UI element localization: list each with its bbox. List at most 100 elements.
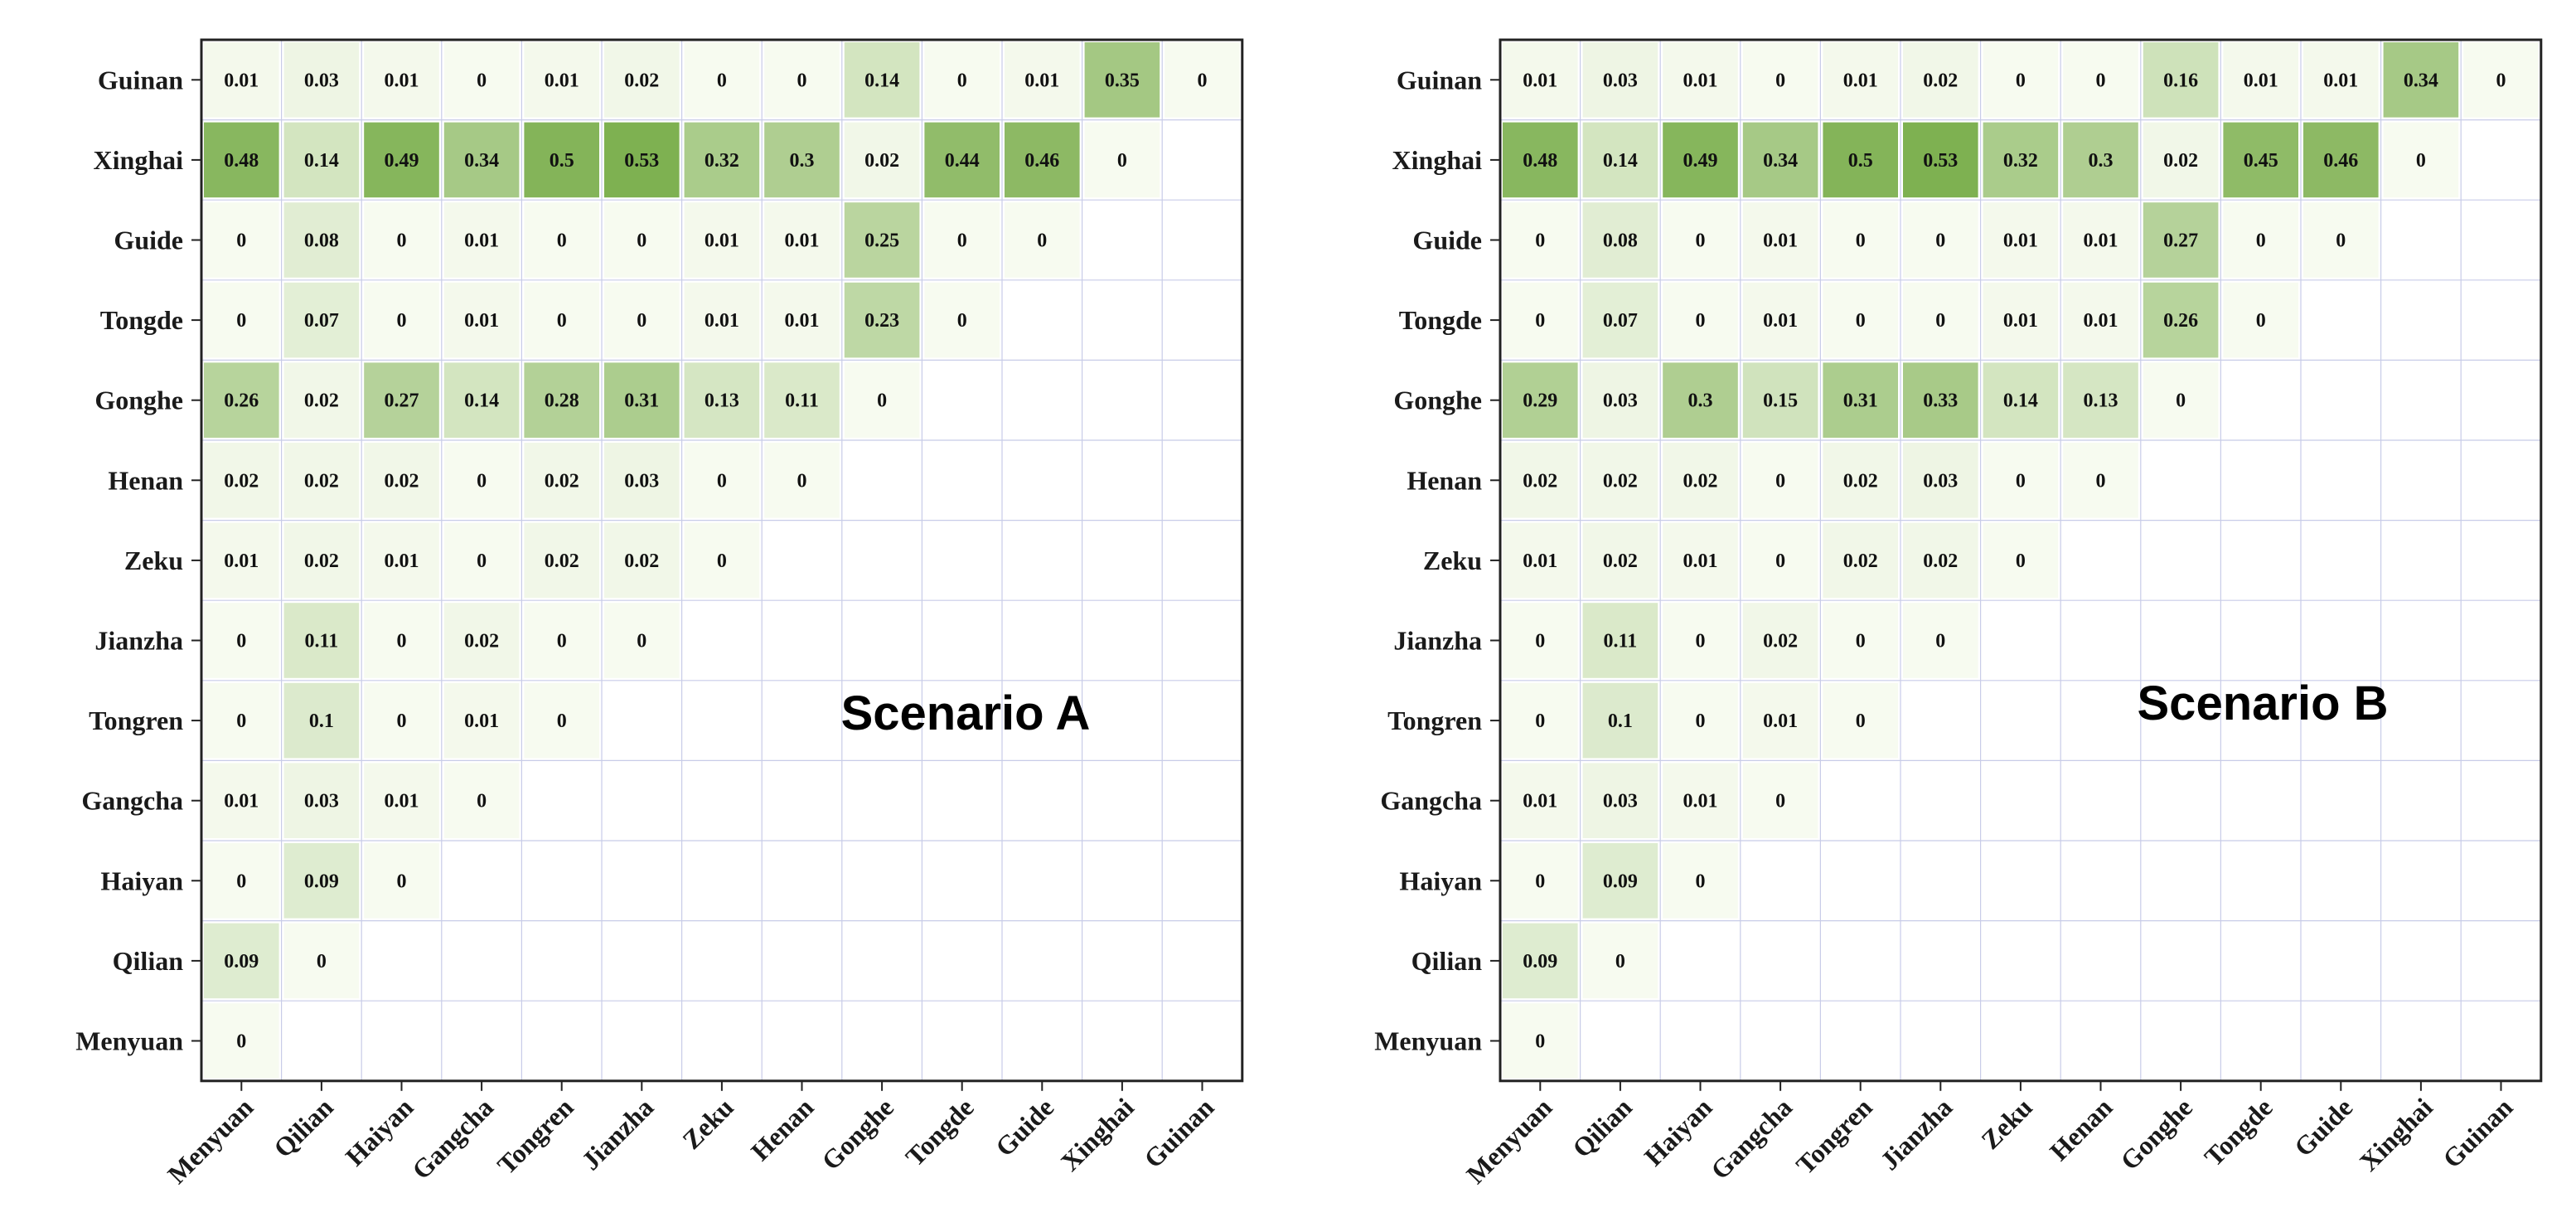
heatmap-cell — [1503, 1003, 1578, 1079]
heatmap-cell — [283, 603, 360, 678]
cell-value-label: 0.27 — [2163, 230, 2198, 252]
cell-value-label: 0 — [2496, 70, 2506, 91]
heatmap-cell — [2143, 362, 2219, 438]
heatmap-cell — [844, 202, 920, 278]
heatmap-cell — [924, 202, 1000, 278]
heatmap-cell — [2063, 282, 2138, 358]
cell-value-label: 0 — [236, 871, 246, 892]
heatmap-cell — [844, 282, 920, 358]
x-tick-label: Menyuan — [1460, 1092, 1557, 1189]
cell-value-label: 0 — [236, 631, 246, 652]
cell-value-label: 0 — [1775, 550, 1785, 572]
heatmap-cell — [1582, 362, 1658, 438]
heatmap-cell — [1823, 202, 1898, 278]
heatmap-cell — [604, 202, 680, 278]
cell-value-label: 0 — [557, 310, 567, 332]
cell-value-label: 0 — [1535, 710, 1545, 732]
heatmap-cell — [1005, 122, 1080, 198]
heatmap-cell — [764, 282, 840, 358]
cell-value-label: 0.02 — [304, 390, 339, 412]
cell-value-label: 0.28 — [545, 390, 579, 412]
heatmap-cell — [1823, 122, 1898, 198]
y-tick-label: Guide — [114, 226, 183, 255]
heatmap-cell — [443, 122, 520, 198]
cell-value-label: 0 — [1856, 631, 1866, 652]
cell-value-label: 0.46 — [2323, 150, 2358, 172]
heatmap-cell — [1742, 682, 1818, 759]
x-tick-label: Xinghai — [1055, 1092, 1140, 1176]
x-tick-label: Jianzha — [1874, 1092, 1958, 1176]
heatmap-cell — [1903, 603, 1978, 678]
x-tick-label: Gonghe — [816, 1092, 899, 1176]
cell-value-label: 0 — [1856, 310, 1866, 332]
cell-value-label: 0.02 — [1843, 470, 1878, 492]
cell-value-label: 0 — [1696, 230, 1706, 252]
cell-value-label: 0.3 — [2089, 150, 2114, 172]
heatmap-cell — [1084, 42, 1160, 118]
heatmap-cell — [2143, 282, 2219, 358]
cell-value-label: 0.02 — [1923, 550, 1958, 572]
heatmap-cell — [443, 362, 520, 438]
cell-value-label: 0 — [236, 230, 246, 252]
cell-value-label: 0 — [397, 710, 407, 732]
cell-value-label: 0 — [1535, 871, 1545, 892]
cell-value-label: 0 — [1117, 150, 1127, 172]
cell-value-label: 0.14 — [864, 70, 899, 91]
heatmap-cell — [283, 682, 360, 759]
heatmap-cell — [283, 443, 360, 518]
cell-value-label: 0.13 — [2084, 390, 2118, 412]
cell-value-label: 0.07 — [304, 310, 339, 332]
heatmap-cell — [443, 282, 520, 358]
heatmap-cell — [2303, 202, 2379, 278]
heatmap-cell — [524, 202, 599, 278]
heatmap-cell — [1742, 42, 1818, 118]
y-tick-label: Gonghe — [94, 386, 183, 415]
cell-value-label: 0.26 — [224, 390, 259, 412]
heatmap-cell — [283, 763, 360, 838]
y-tick-label: Tongren — [89, 706, 183, 735]
cell-value-label: 0.01 — [464, 230, 499, 252]
heatmap-cell — [1742, 122, 1818, 198]
cell-value-label: 0.31 — [1843, 390, 1878, 412]
heatmap-cell — [604, 443, 680, 518]
cell-value-label: 0.48 — [224, 150, 259, 172]
heatmap-cell — [204, 682, 279, 759]
cell-value-label: 0.3 — [1688, 390, 1713, 412]
heatmap-cell — [1903, 522, 1978, 599]
cell-value-label: 0.14 — [464, 390, 499, 412]
y-tick-label: Henan — [108, 465, 183, 495]
cell-value-label: 0.02 — [1603, 550, 1638, 572]
cell-value-label: 0 — [1696, 710, 1706, 732]
cell-value-label: 0.01 — [1763, 230, 1798, 252]
heatmap-cell — [1663, 362, 1738, 438]
cell-value-label: 0 — [477, 791, 487, 812]
heatmap-cell — [1983, 282, 2059, 358]
cell-value-label: 0 — [1935, 310, 1945, 332]
cell-value-label: 0.3 — [790, 150, 815, 172]
cell-value-label: 0.27 — [385, 390, 419, 412]
y-tick-label: Zeku — [124, 546, 183, 575]
cell-value-label: 0 — [397, 230, 407, 252]
cell-value-label: 0 — [2256, 310, 2266, 332]
heatmap-cell — [1742, 603, 1818, 678]
heatmap-cell — [1663, 443, 1738, 518]
x-tick-label: Henan — [745, 1092, 820, 1166]
heatmap-cell — [2143, 42, 2219, 118]
heatmap-cell — [1823, 522, 1898, 599]
heatmap-cell — [1503, 603, 1578, 678]
heatmap-cell — [844, 362, 920, 438]
heatmap-cell — [604, 122, 680, 198]
cell-value-label: 0 — [2016, 470, 2026, 492]
cell-value-label: 0.02 — [624, 70, 659, 91]
cell-value-label: 0 — [236, 710, 246, 732]
cell-value-label: 0 — [637, 631, 646, 652]
y-tick-label: Gonghe — [1393, 386, 1482, 415]
cell-value-label: 0.01 — [2003, 310, 2038, 332]
heatmap-cell — [684, 122, 760, 198]
heatmap-cell — [2063, 42, 2138, 118]
cell-value-label: 0.02 — [545, 550, 579, 572]
heatmap-cell — [364, 443, 439, 518]
x-tick-label: Haiyan — [1639, 1092, 1718, 1171]
heatmap-cell — [924, 282, 1000, 358]
chart-title: Scenario B — [2138, 677, 2389, 730]
